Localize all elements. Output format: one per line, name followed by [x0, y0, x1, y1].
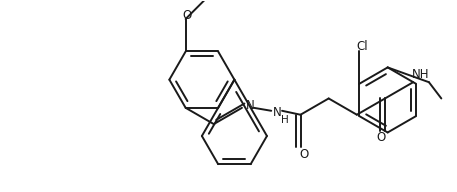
Text: O: O: [300, 148, 309, 161]
Text: Cl: Cl: [356, 40, 368, 53]
Text: N: N: [273, 106, 282, 119]
Text: O: O: [182, 8, 191, 22]
Text: NH: NH: [412, 68, 430, 81]
Text: O: O: [377, 131, 386, 144]
Text: H: H: [281, 115, 289, 125]
Text: N: N: [245, 99, 254, 112]
